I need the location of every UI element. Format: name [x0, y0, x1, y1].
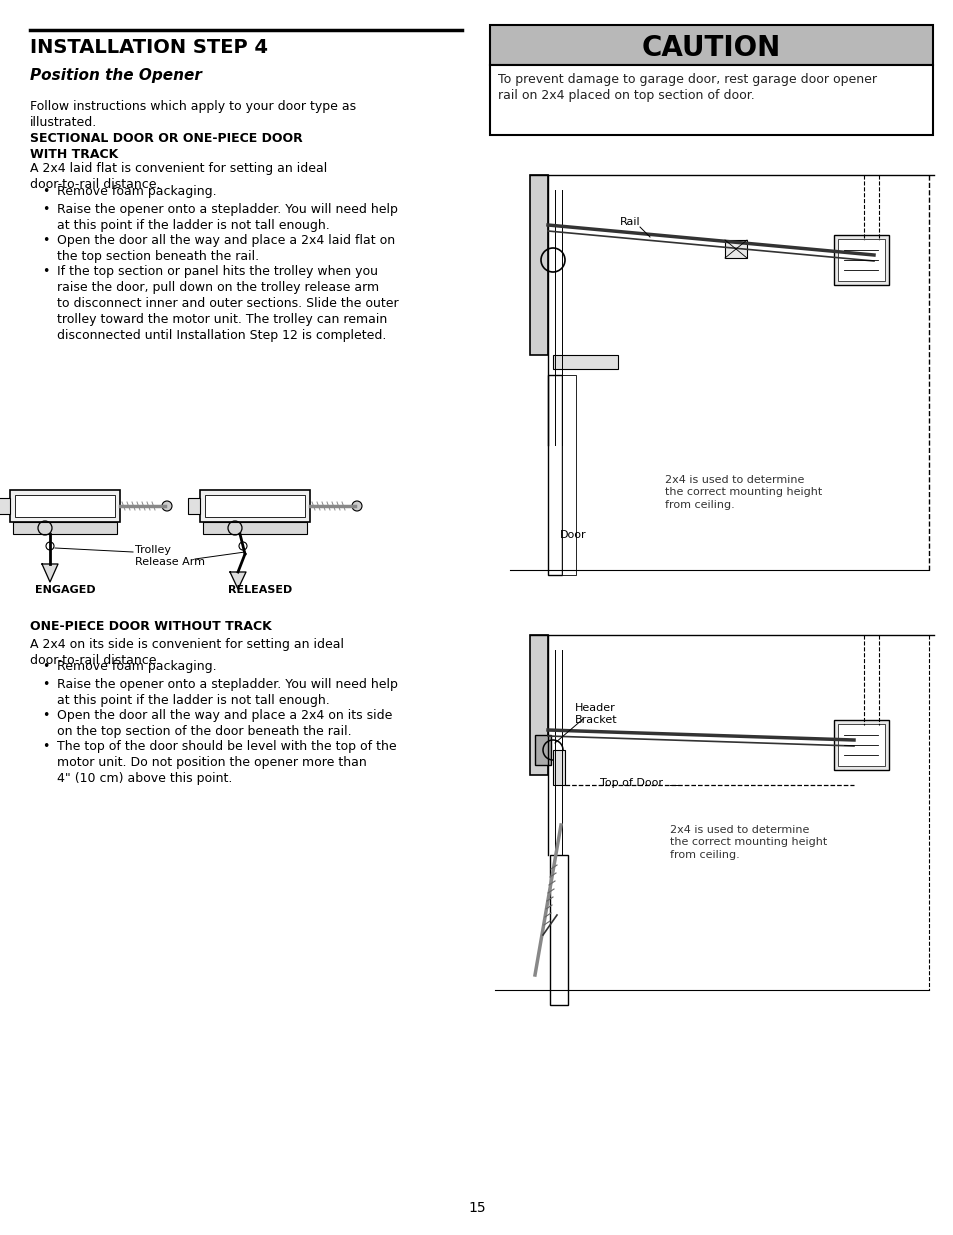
- Text: •: •: [42, 740, 50, 753]
- Text: •: •: [42, 203, 50, 216]
- Text: Open the door all the way and place a 2x4 on its side
on the top section of the : Open the door all the way and place a 2x…: [57, 709, 392, 739]
- Text: Open the door all the way and place a 2x4 laid flat on
the top section beneath t: Open the door all the way and place a 2x…: [57, 233, 395, 263]
- Text: A 2x4 on its side is convenient for setting an ideal
door-to-rail distance.: A 2x4 on its side is convenient for sett…: [30, 638, 344, 667]
- Circle shape: [239, 542, 247, 550]
- Bar: [550, 855, 567, 1005]
- Text: 2x4 is used to determine
the correct mounting height
from ceiling.: 2x4 is used to determine the correct mou…: [669, 825, 826, 860]
- Text: •: •: [42, 266, 50, 278]
- Bar: [833, 720, 888, 769]
- Polygon shape: [230, 572, 246, 589]
- Text: 15: 15: [468, 1200, 485, 1215]
- Text: Raise the opener onto a stepladder. You will need help
at this point if the ladd: Raise the opener onto a stepladder. You …: [57, 203, 397, 232]
- Bar: [200, 490, 310, 522]
- Text: Rail: Rail: [619, 217, 640, 227]
- Bar: [547, 375, 561, 576]
- Bar: [553, 750, 564, 785]
- Text: ONE-PIECE DOOR WITHOUT TRACK: ONE-PIECE DOOR WITHOUT TRACK: [30, 620, 272, 634]
- Bar: [530, 175, 547, 354]
- Bar: [553, 354, 618, 369]
- Text: Remove foam packaging.: Remove foam packaging.: [57, 185, 216, 198]
- Bar: [490, 25, 932, 65]
- Text: •: •: [42, 709, 50, 722]
- Text: •: •: [42, 659, 50, 673]
- Bar: [724, 240, 746, 258]
- Bar: [188, 498, 200, 514]
- Text: •: •: [42, 233, 50, 247]
- Text: Trolley
Release Arm: Trolley Release Arm: [135, 545, 205, 567]
- Bar: [205, 495, 305, 517]
- Text: •: •: [42, 678, 50, 692]
- Bar: [837, 240, 884, 282]
- Text: Remove foam packaging.: Remove foam packaging.: [57, 659, 216, 673]
- Text: Position the Opener: Position the Opener: [30, 68, 202, 83]
- Text: Follow instructions which apply to your door type as
illustrated.: Follow instructions which apply to your …: [30, 100, 355, 128]
- Text: If the top section or panel hits the trolley when you
raise the door, pull down : If the top section or panel hits the tro…: [57, 266, 398, 342]
- Text: Header
Bracket: Header Bracket: [575, 703, 617, 725]
- Text: 2x4 is used to determine
the correct mounting height
from ceiling.: 2x4 is used to determine the correct mou…: [664, 475, 821, 510]
- Bar: [833, 235, 888, 285]
- Bar: [13, 522, 117, 534]
- Bar: [15, 495, 115, 517]
- Text: INSTALLATION STEP 4: INSTALLATION STEP 4: [30, 38, 268, 57]
- Bar: [561, 375, 576, 576]
- Text: A 2x4 laid flat is convenient for setting an ideal
door-to-rail distance.: A 2x4 laid flat is convenient for settin…: [30, 162, 327, 191]
- Text: ENGAGED: ENGAGED: [34, 585, 95, 595]
- Bar: [10, 490, 120, 522]
- Text: RELEASED: RELEASED: [228, 585, 292, 595]
- Text: Door: Door: [559, 530, 586, 540]
- Bar: [837, 724, 884, 766]
- Bar: [490, 65, 932, 135]
- Bar: [203, 522, 307, 534]
- Bar: [0, 498, 10, 514]
- Text: SECTIONAL DOOR OR ONE-PIECE DOOR
WITH TRACK: SECTIONAL DOOR OR ONE-PIECE DOOR WITH TR…: [30, 132, 302, 161]
- Circle shape: [352, 501, 361, 511]
- Text: •: •: [42, 185, 50, 198]
- Circle shape: [46, 542, 54, 550]
- Text: The top of the door should be level with the top of the
motor unit. Do not posit: The top of the door should be level with…: [57, 740, 396, 785]
- Polygon shape: [42, 564, 58, 582]
- Text: To prevent damage to garage door, rest garage door opener
rail on 2x4 placed on : To prevent damage to garage door, rest g…: [497, 73, 876, 103]
- Text: CAUTION: CAUTION: [640, 35, 780, 62]
- Circle shape: [162, 501, 172, 511]
- Bar: [535, 735, 551, 764]
- Bar: [530, 635, 547, 776]
- Text: Raise the opener onto a stepladder. You will need help
at this point if the ladd: Raise the opener onto a stepladder. You …: [57, 678, 397, 706]
- Text: Top of Door: Top of Door: [599, 778, 662, 788]
